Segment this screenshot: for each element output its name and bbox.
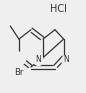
Text: HCl: HCl	[50, 4, 67, 14]
Text: N: N	[35, 55, 41, 64]
Text: N: N	[63, 55, 69, 64]
Text: Br: Br	[14, 68, 24, 77]
